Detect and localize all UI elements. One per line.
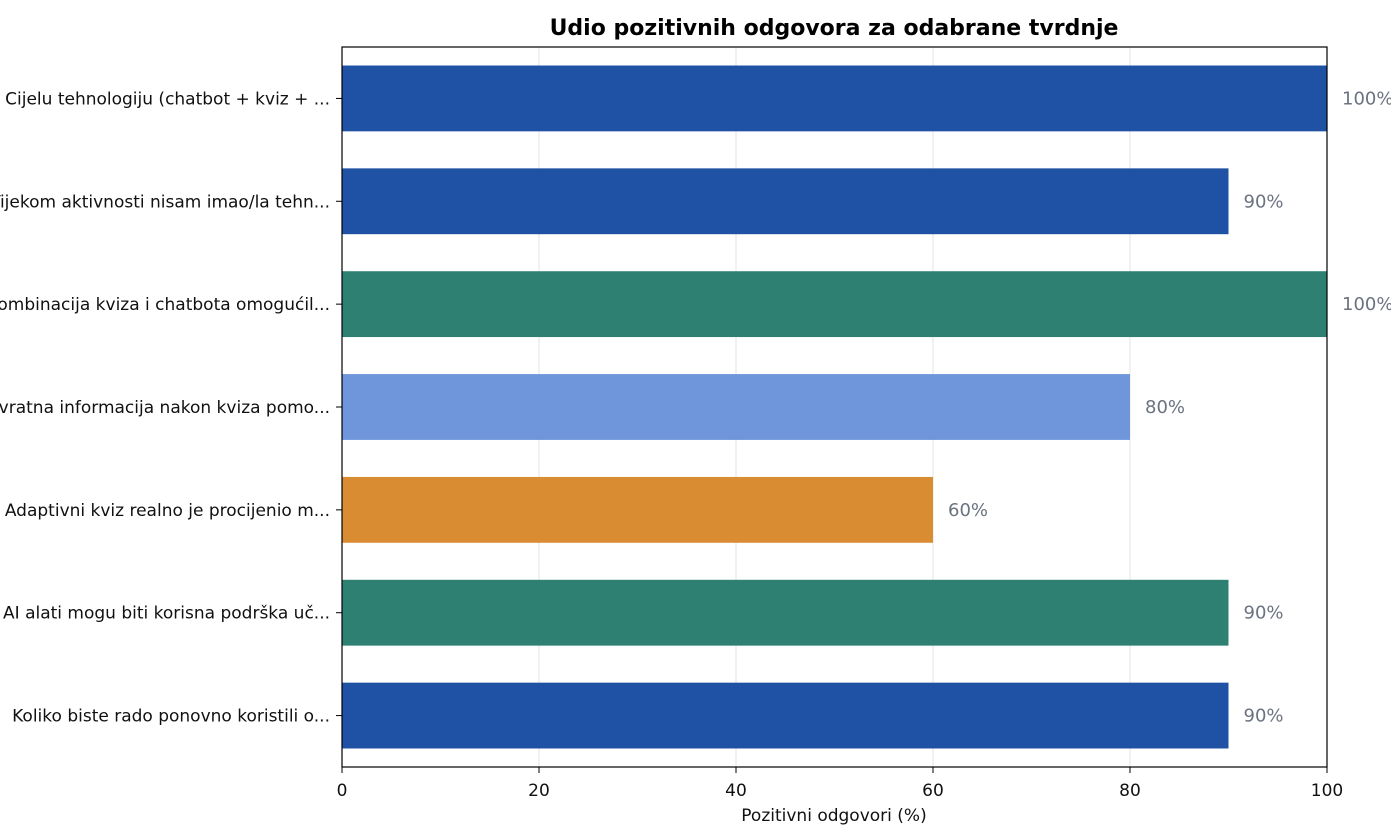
category-label: Adaptivni kviz realno je procijenio m... bbox=[5, 501, 330, 521]
bar bbox=[342, 65, 1327, 132]
category-label: Povratna informacija nakon kviza pomo... bbox=[0, 398, 330, 418]
bar-value-label: 90% bbox=[1244, 603, 1284, 624]
x-tick-label: 60 bbox=[922, 781, 944, 801]
x-tick-label: 40 bbox=[725, 781, 747, 801]
bar bbox=[342, 682, 1229, 749]
bar bbox=[342, 579, 1229, 646]
category-label: AI alati mogu biti korisna podrška uč... bbox=[3, 604, 330, 624]
category-label: Cijelu tehnologiju (chatbot + kviz + ... bbox=[5, 89, 330, 109]
x-tick-label: 80 bbox=[1119, 781, 1141, 801]
category-label: Kombinacija kviza i chatbota omogućil... bbox=[0, 295, 330, 315]
bar bbox=[342, 271, 1327, 338]
labels: 0 20 40 60 80 100 Cijelu tehnologiju (chatbot … bbox=[0, 88, 1391, 801]
bars bbox=[342, 65, 1327, 749]
bar-value-label: 60% bbox=[948, 500, 988, 521]
bar-value-label: 80% bbox=[1145, 397, 1185, 418]
x-tick-label: 100 bbox=[1311, 781, 1343, 801]
plot-border bbox=[341, 46, 1328, 768]
bar-value-label: 90% bbox=[1244, 191, 1284, 212]
bar bbox=[342, 168, 1229, 235]
bar-value-label: 100% bbox=[1342, 294, 1391, 315]
plot-frame bbox=[336, 46, 1328, 773]
x-axis-label: Pozitivni odgovori (%) bbox=[741, 806, 926, 825]
bar bbox=[342, 476, 933, 543]
category-label: Tijekom aktivnosti nisam imao/la tehn... bbox=[0, 192, 330, 212]
x-tick-label: 0 bbox=[337, 781, 348, 801]
bar-value-label: 100% bbox=[1342, 88, 1391, 109]
bar-value-label: 90% bbox=[1244, 706, 1284, 727]
chart-title: Udio pozitivnih odgovora za odabrane tvr… bbox=[550, 16, 1119, 41]
category-label: Koliko biste rado ponovno koristili o... bbox=[12, 707, 330, 727]
bar bbox=[342, 374, 1130, 440]
x-tick-label: 20 bbox=[528, 781, 550, 801]
